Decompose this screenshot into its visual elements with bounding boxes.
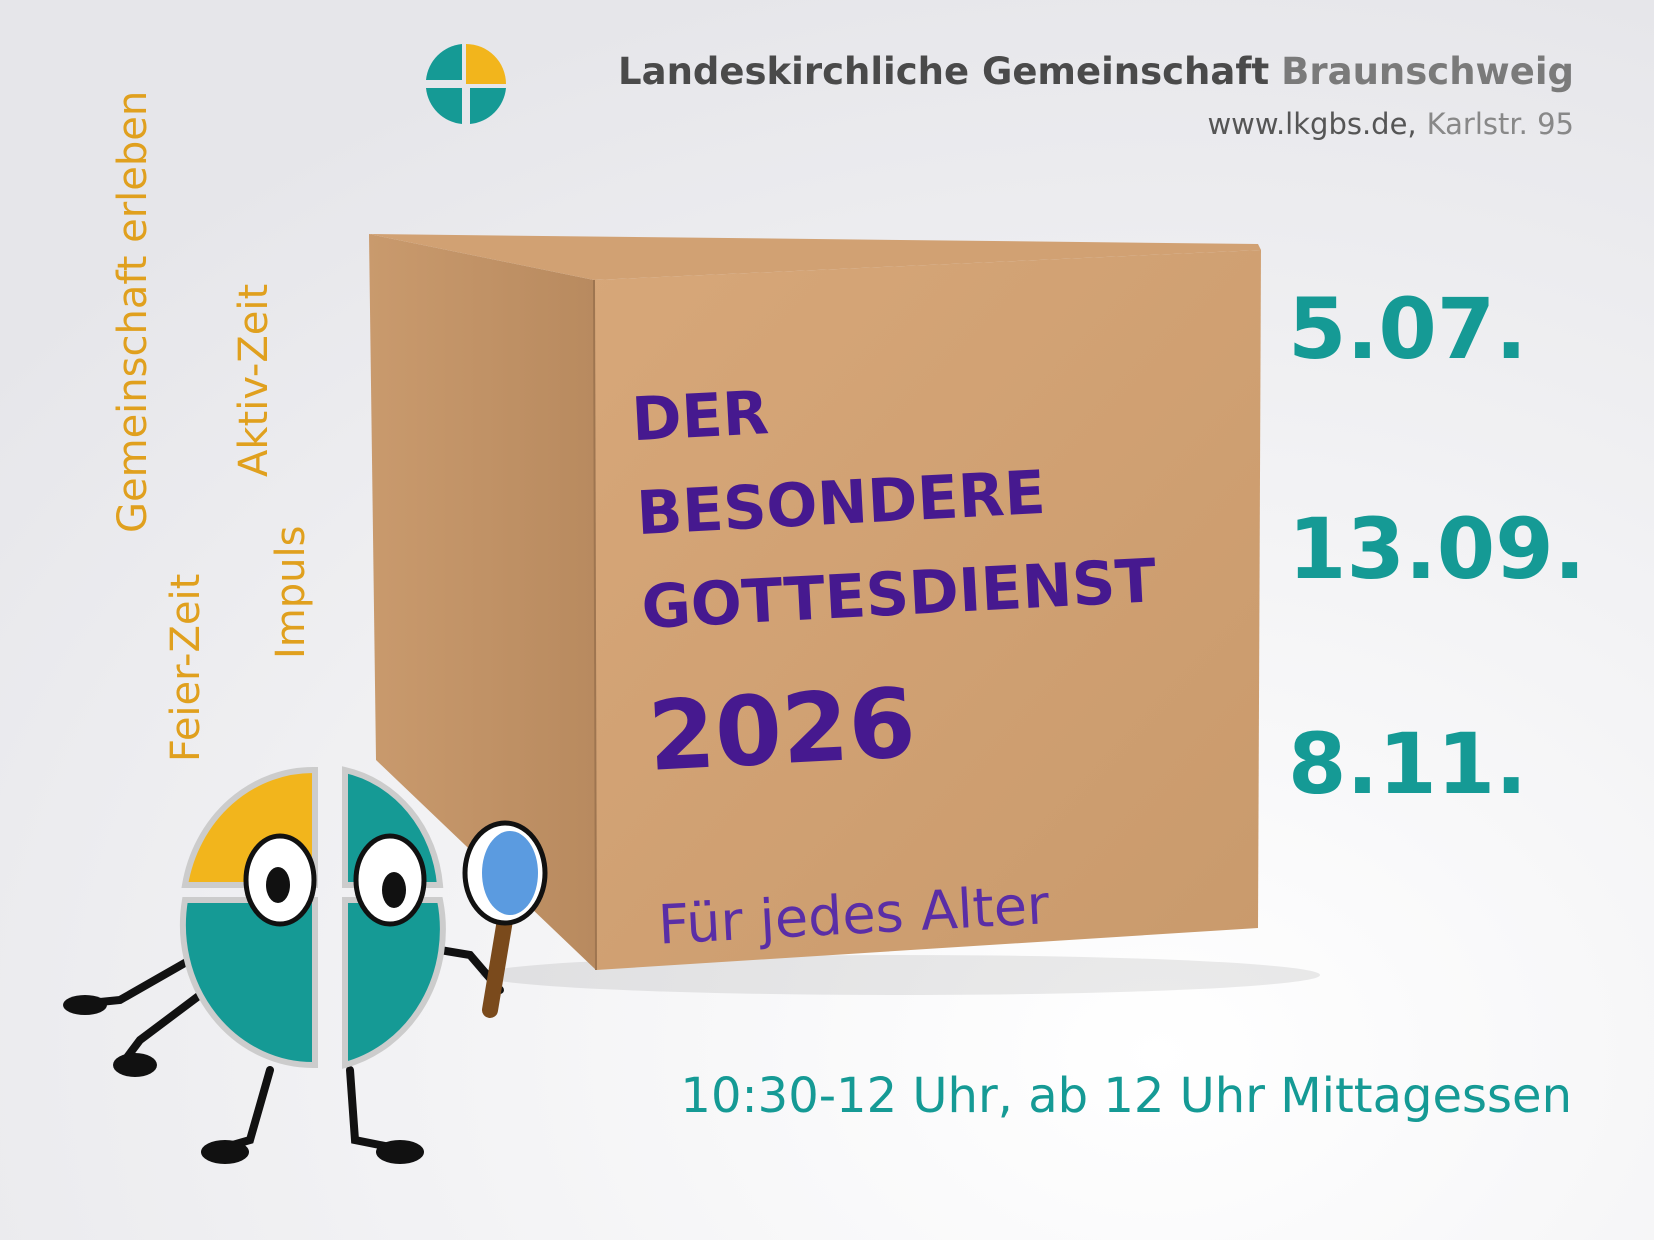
side-word: Gemeinschaft erleben (110, 91, 156, 533)
address: Karlstr. 95 (1427, 107, 1574, 141)
org-city: Braunschweig (1281, 50, 1574, 93)
org-name-main: Landeskirchliche Gemeinschaft (618, 50, 1269, 93)
side-word: Impuls (268, 526, 314, 659)
date: 5.07. (1288, 280, 1527, 378)
contact: www.lkgbs.de, Karlstr. 95 (1207, 107, 1574, 141)
time-info: 10:30-12 Uhr, ab 12 Uhr Mittagessen (680, 1068, 1572, 1124)
side-word: Aktiv-Zeit (231, 284, 277, 477)
date: 13.09. (1288, 500, 1586, 598)
cardboard-box (369, 234, 1320, 995)
logo (426, 44, 506, 124)
website: www.lkgbs.de, (1207, 107, 1416, 141)
side-word: Feier-Zeit (163, 574, 209, 762)
date: 8.11. (1288, 715, 1527, 813)
year: 2026 (645, 667, 918, 793)
org-name: Landeskirchliche Gemeinschaft Braunschwei… (618, 50, 1574, 93)
title-line: DER (630, 378, 770, 455)
mascot-body (63, 766, 548, 1164)
